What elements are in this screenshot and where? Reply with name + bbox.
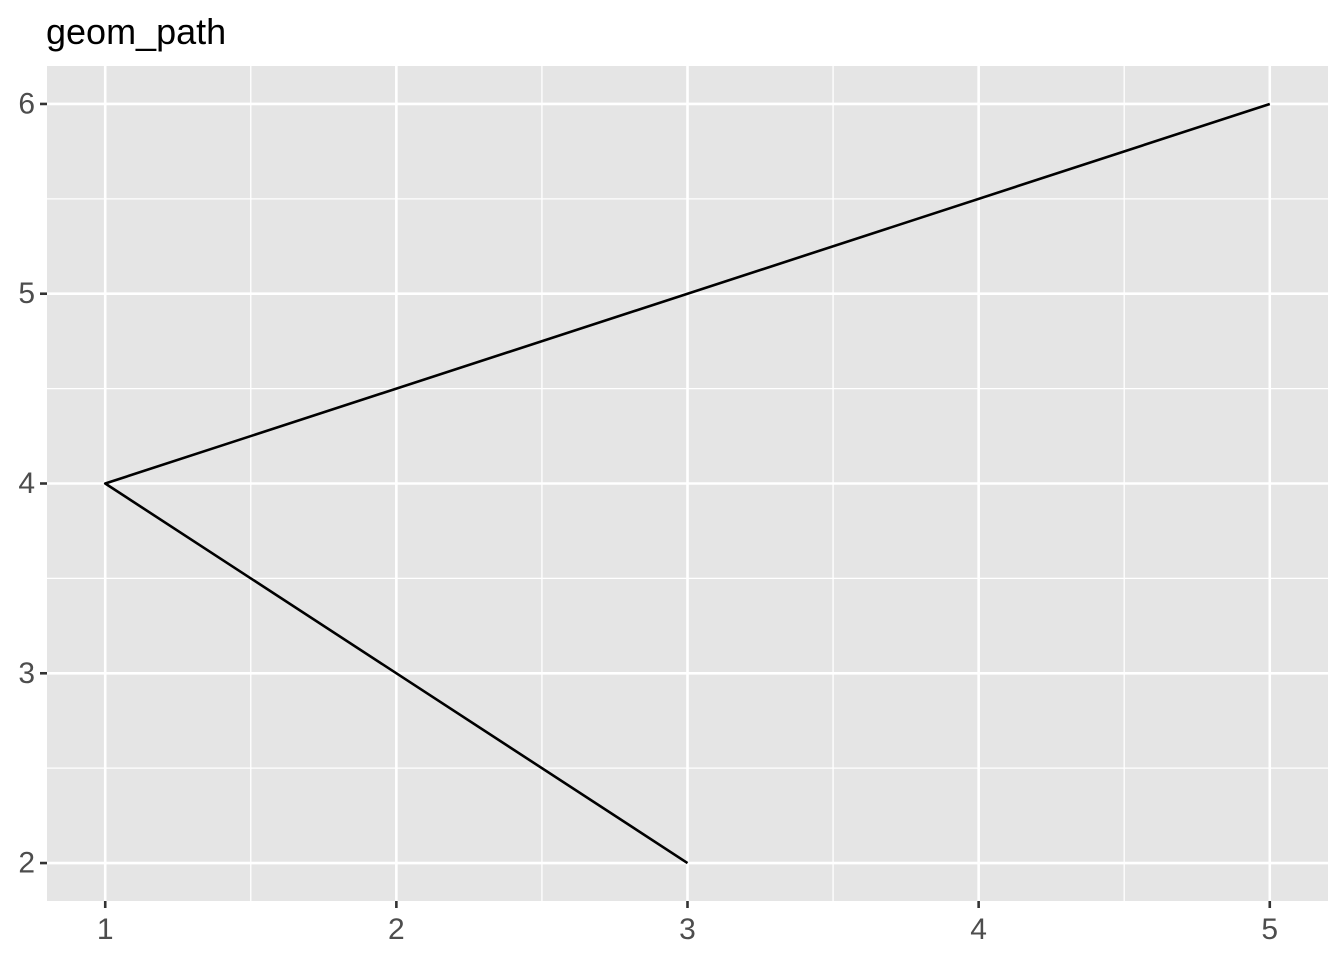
series-path <box>103 102 1271 865</box>
y-axis: 2 3 4 5 6 <box>18 87 47 880</box>
y-tick-label: 4 <box>18 467 35 500</box>
y-tick-label: 3 <box>18 657 35 690</box>
x-tick-label: 3 <box>679 913 696 946</box>
y-tick-label: 5 <box>18 277 35 310</box>
x-tick-label: 2 <box>388 913 405 946</box>
series-layer <box>103 102 1271 865</box>
chart-title: geom_path <box>46 11 226 52</box>
x-tick-label: 5 <box>1261 913 1278 946</box>
x-tick-label: 1 <box>97 913 114 946</box>
y-tick-label: 6 <box>18 87 35 120</box>
y-tick-label: 2 <box>18 847 35 880</box>
x-tick-label: 4 <box>970 913 987 946</box>
x-axis: 1 2 3 4 5 <box>97 901 1278 946</box>
